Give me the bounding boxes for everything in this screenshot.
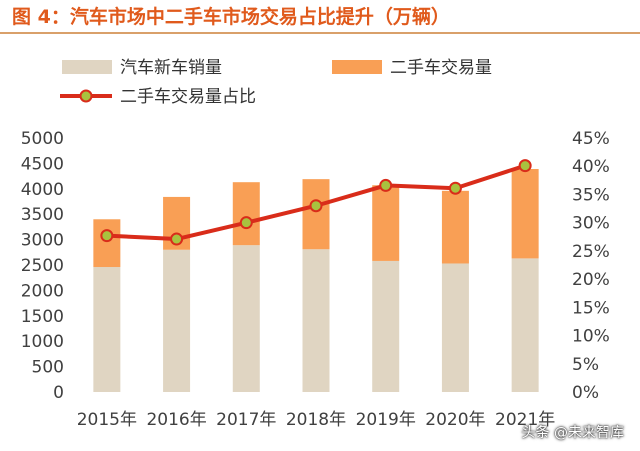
y-right-tick-label: 0% — [572, 383, 599, 403]
bar-new-car-sales — [163, 249, 191, 392]
ratio-point — [309, 199, 323, 213]
y-right-tick-label: 15% — [572, 298, 610, 318]
y-left-tick-label: 1000 — [21, 332, 64, 352]
x-tick-label: 2017年 — [216, 410, 276, 430]
x-tick-label: 2016年 — [146, 410, 206, 430]
legend-swatch — [332, 60, 382, 74]
x-tick-label: 2018年 — [286, 410, 346, 430]
bar-used-car-volume — [511, 168, 539, 259]
bar-new-car-sales — [511, 258, 539, 392]
x-tick-label: 2021年 — [495, 410, 555, 430]
watermark: 头条 @未来智库 — [521, 425, 624, 441]
ratio-point — [518, 159, 532, 173]
y-left-tick-label: 4500 — [21, 154, 64, 174]
y-left-tick-label: 4000 — [21, 180, 64, 200]
y-right-tick-label: 35% — [572, 185, 610, 205]
legend-marker — [79, 89, 93, 103]
bar-new-car-sales — [232, 245, 260, 392]
ratio-point — [100, 229, 114, 243]
y-right-tick-label: 45% — [572, 129, 610, 149]
y-left-tick-label: 1500 — [21, 307, 64, 327]
bar-used-car-volume — [232, 182, 260, 246]
bar-used-car-volume — [302, 179, 330, 250]
ratio-line-series — [100, 159, 532, 246]
y-left-tick-label: 500 — [32, 358, 64, 378]
y-right-tick-label: 25% — [572, 242, 610, 262]
legend-swatch — [62, 60, 112, 74]
bar-new-car-sales — [441, 263, 469, 392]
y-left-tick-label: 3500 — [21, 205, 64, 225]
ratio-point — [448, 181, 462, 195]
bar-used-car-volume — [372, 185, 400, 261]
y-right-tick-label: 20% — [572, 270, 610, 290]
bar-used-car-volume — [441, 190, 469, 264]
x-tick-label: 2020年 — [425, 410, 485, 430]
bar-new-car-sales — [372, 260, 400, 392]
y-left-tick-label: 2000 — [21, 281, 64, 301]
legend-label: 汽车新车销量 — [120, 58, 222, 78]
y-left-tick-label: 5000 — [21, 129, 64, 149]
y-right-tick-label: 40% — [572, 157, 610, 177]
y-left-tick-label: 2500 — [21, 256, 64, 276]
legend-label: 二手车交易量 — [390, 58, 492, 78]
x-axis: 2015年 2016年 2017年 2018年 2019年 2020年 2021年 — [77, 410, 556, 430]
y-right-axis: 0% 5% 10% 15% 20% 25% 30% 35% 40% 45% — [572, 129, 610, 403]
ratio-point — [239, 216, 253, 230]
bar-used-car-volume — [93, 219, 121, 268]
ratio-point — [379, 178, 393, 192]
y-right-tick-label: 5% — [572, 355, 599, 375]
title-divider — [0, 32, 640, 34]
chart-title: 图 4：汽车市场中二手车市场交易占比提升（万辆） — [12, 6, 450, 28]
bars — [93, 168, 539, 392]
y-right-tick-label: 30% — [572, 214, 610, 234]
y-left-axis: 0 500 1000 1500 2000 2500 3000 3500 4000 4500 5000 — [21, 129, 64, 403]
y-right-tick-label: 10% — [572, 327, 610, 347]
y-left-tick-label: 3000 — [21, 231, 64, 251]
bar-new-car-sales — [93, 267, 121, 392]
x-tick-label: 2015年 — [77, 410, 137, 430]
bar-new-car-sales — [302, 249, 330, 392]
y-left-tick-label: 0 — [53, 383, 64, 403]
ratio-point — [170, 232, 184, 246]
x-tick-label: 2019年 — [356, 410, 416, 430]
legend-label: 二手车交易量占比 — [120, 87, 256, 107]
